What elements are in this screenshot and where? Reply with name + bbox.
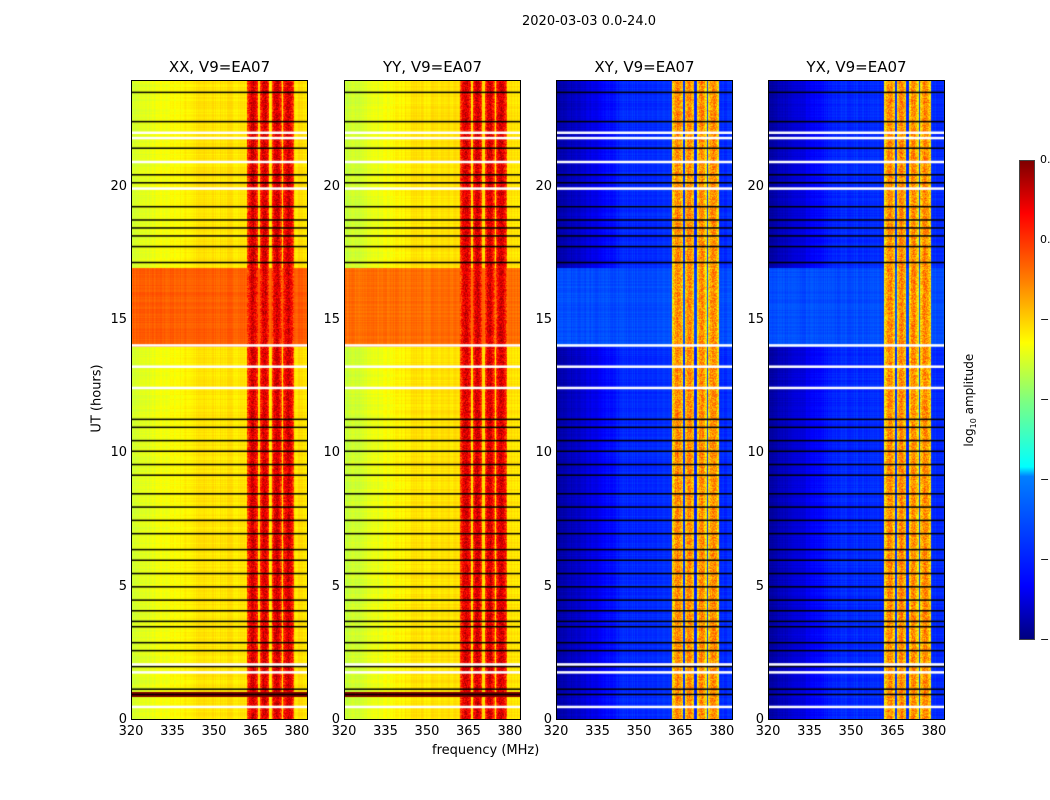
heatmap-image xyxy=(557,81,732,719)
heatmap-image xyxy=(769,81,944,719)
colorbar-tick-label: −0.5 xyxy=(1040,313,1050,326)
panel-title: YY, V9=EA07 xyxy=(382,58,483,76)
y-tick-label: 15 xyxy=(323,312,340,327)
y-axis-label: UT (hours) xyxy=(89,364,105,433)
x-tick-label: 380 xyxy=(497,724,523,739)
colorbar-tick-label: 0.0 xyxy=(1040,233,1050,246)
x-tick-label: 365 xyxy=(456,724,481,739)
y-tick-label: 10 xyxy=(323,445,340,461)
heatmap-panel xyxy=(131,80,308,720)
x-tick-label: 335 xyxy=(797,724,822,739)
x-axis-label: frequency (MHz) xyxy=(432,743,540,758)
y-tick-label: 10 xyxy=(747,445,764,461)
x-tick-label: 380 xyxy=(921,724,947,739)
x-tick-label: 365 xyxy=(243,724,268,739)
y-tick-label: 0 xyxy=(118,712,127,727)
y-tick-label: 5 xyxy=(543,578,552,594)
x-tick-label: 320 xyxy=(755,724,781,739)
x-tick-label: 365 xyxy=(880,724,905,739)
y-tick-label: 20 xyxy=(110,178,127,194)
y-tick-label: 5 xyxy=(118,578,127,594)
x-tick-label: 350 xyxy=(201,724,227,739)
colorbar-tick-label: −2.5 xyxy=(1040,633,1050,646)
x-tick-label: 350 xyxy=(626,724,652,739)
y-tick-label: 5 xyxy=(331,578,340,594)
colorbar-tick-label: −1.0 xyxy=(1040,393,1050,406)
x-tick-label: 350 xyxy=(414,724,440,739)
y-tick-label: 20 xyxy=(323,178,340,194)
x-tick-label: 380 xyxy=(709,724,735,739)
y-tick-label: 5 xyxy=(755,578,764,594)
colorbar-tick-label: −1.5 xyxy=(1040,473,1050,486)
y-tick-label: 0 xyxy=(331,712,340,727)
x-tick-label: 320 xyxy=(331,724,357,739)
panel-title: YX, V9=EA07 xyxy=(806,58,907,76)
x-tick-label: 335 xyxy=(160,724,185,739)
heatmap-panel xyxy=(344,80,521,720)
x-tick-label: 320 xyxy=(543,724,569,739)
x-tick-label: 335 xyxy=(585,724,610,739)
colorbar xyxy=(1019,160,1035,640)
y-tick-label: 0 xyxy=(755,712,764,727)
y-tick-label: 15 xyxy=(747,312,764,327)
x-tick-label: 380 xyxy=(284,724,310,739)
colorbar-tick-label: −2.0 xyxy=(1040,553,1050,566)
y-tick-label: 10 xyxy=(535,445,552,461)
y-tick-label: 10 xyxy=(110,445,127,461)
y-tick-label: 20 xyxy=(747,178,764,194)
heatmap-image xyxy=(345,81,520,719)
y-tick-label: 20 xyxy=(535,178,552,194)
figure-title: 2020-03-03 0.0-24.0 xyxy=(522,14,656,29)
panel-title: XY, V9=EA07 xyxy=(594,58,695,76)
x-tick-label: 365 xyxy=(668,724,693,739)
heatmap-panel xyxy=(556,80,733,720)
y-tick-label: 0 xyxy=(543,712,552,727)
panel-title: XX, V9=EA07 xyxy=(168,58,271,76)
y-tick-label: 15 xyxy=(535,312,552,327)
x-tick-label: 320 xyxy=(118,724,144,739)
heatmap-image xyxy=(132,81,307,719)
x-tick-label: 335 xyxy=(373,724,398,739)
colorbar-label: log10 amplitude xyxy=(961,353,979,447)
heatmap-panel xyxy=(768,80,945,720)
y-tick-label: 15 xyxy=(110,312,127,327)
x-tick-label: 350 xyxy=(838,724,864,739)
colorbar-tick-label: 0.5 xyxy=(1040,153,1050,166)
